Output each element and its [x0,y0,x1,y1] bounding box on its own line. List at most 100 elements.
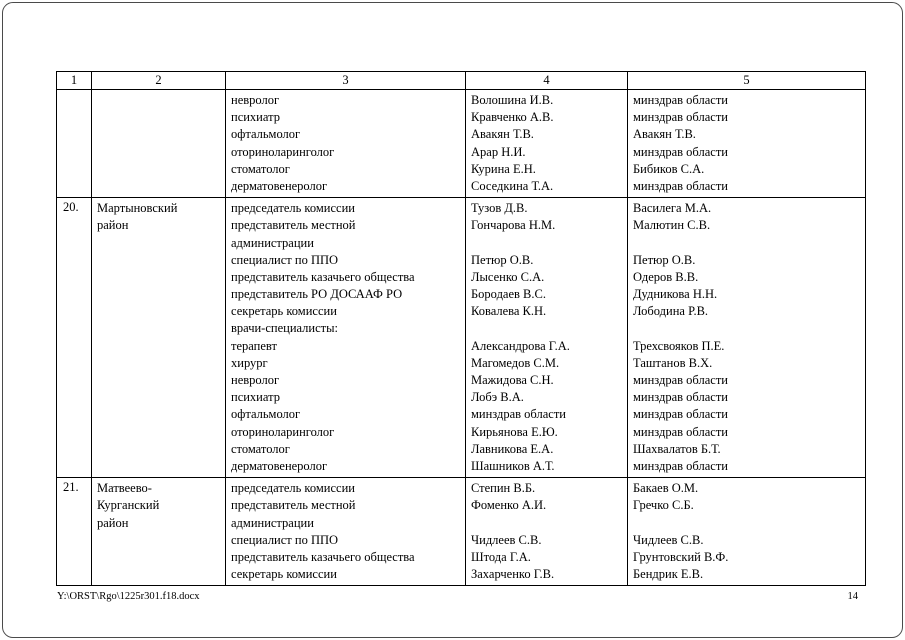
table-row: 20. Мартыновский район председатель комисси… [56,197,866,479]
member-name-line: Лобэ В.А. [471,390,524,405]
position-line: председатель комиссии [231,201,355,216]
member-name-line: Чидлеев С.В. [471,532,542,547]
alternate-name-line: Бендрик Е.В. [633,567,704,582]
cell-alternates: Василега М.А. Малютин С.В. Петюр О.В. Одер… [627,197,866,479]
alternate-name-line: Грунтовский В.Ф. [633,549,729,564]
alternate-name-line: Бибиков С.А. [633,161,705,176]
alternate-name-line: минздрав области [633,93,728,107]
position-line: секретарь комиссии [231,304,337,319]
member-name-line: Захарченко Г.В. [471,567,555,582]
alternate-name-line: минздрав области [633,424,728,439]
district-line: Матвеево- [97,481,152,496]
cell-positions: председатель комиссии представитель местн… [225,197,466,479]
alternate-name-line: минздрав области [633,178,728,193]
position-line: дерматовенеролог [231,178,328,193]
position-line: стоматолог [231,161,290,176]
position-line: психиатр [231,110,280,125]
alternate-name-line: Таштанов В.Х. [633,355,713,370]
member-name-line: Степин В.Б. [471,481,536,496]
member-name-line: Авакян Т.В. [471,127,534,142]
district-line: район [97,218,129,233]
alternate-name-line: Дудникова Н.Н. [633,287,718,302]
member-name-line: Александрова Г.А. [471,338,570,353]
column-header: 4 [465,71,628,90]
alternate-name-line: Лободина Р.В. [633,304,709,319]
position-line: представитель местной [231,498,356,513]
position-line: председатель комиссии [231,481,355,496]
alternate-name-line: Шахвалатов Б.Т. [633,441,721,456]
position-line: представитель РО ДОСААФ РО [231,287,403,302]
alternate-name-line: Бакаев О.М. [633,481,699,496]
cell-row-number [56,88,92,199]
alternate-name-line: Авакян Т.В. [633,127,696,142]
alternate-name-line: Петюр О.В. [633,252,696,267]
member-name-line: Ковалева К.Н. [471,304,547,319]
page-number: 14 [847,591,859,603]
table-row: невролог психиатр офтальмолог оториноларинг… [56,88,866,199]
table-body: невролог психиатр офтальмолог оториноларинг… [56,88,866,587]
member-name-line: Кирьянова Е.Ю. [471,424,558,439]
table-row: 21. Матвеево- Курганский район председатель … [56,477,866,587]
column-header: 5 [627,71,866,90]
position-line: невролог [231,373,280,387]
member-name-line: Штода Г.А. [471,549,531,564]
cell-members: Волошина И.В. Кравченко А.В. Авакян Т.В. Ар… [465,88,628,199]
alternate-name-line: минздрав области [633,110,728,125]
member-name-line: Волошина И.В. [471,93,554,107]
position-line: офтальмолог [231,407,301,422]
member-name-line: Кравченко А.В. [471,110,554,125]
position-line: стоматолог [231,441,290,456]
position-line: невролог [231,93,280,107]
position-line: оториноларинголог [231,424,335,439]
column-header: 1 [56,71,92,90]
position-line: врачи-специалисты: [231,321,338,336]
cell-row-number: 21. [56,477,92,587]
position-line: представитель местной [231,218,356,233]
member-name-line: Тузов Д.В. [471,201,528,216]
cell-members: Степин В.Б. Фоменко А.И. Чидлеев С.В. Штод… [465,477,628,587]
column-header: 2 [91,71,226,90]
position-line: администрации [231,515,314,530]
member-name-line: Петюр О.В. [471,252,534,267]
alternate-name-line: Чидлеев С.В. [633,532,704,547]
alternate-name-line: минздрав области [633,407,728,422]
alternate-name-line: минздрав области [633,373,728,387]
member-name-line [471,320,623,337]
member-name-line: Магомедов С.М. [471,355,560,370]
member-name-line [471,515,623,532]
footer-file-path: Y:\ORST\Rgo\1225r301.f18.docx [57,591,200,603]
member-name-line: Гончарова Н.М. [471,218,556,233]
member-name-line: Лавникова Е.А. [471,441,554,456]
column-header: 3 [225,71,466,90]
member-name-line: Мажидова С.Н. [471,373,554,387]
alternate-name-line: Гречко С.Б. [633,498,694,513]
member-name-line: Курина Е.Н. [471,161,536,176]
alternate-name-line: Малютин С.В. [633,218,711,233]
cell-alternates: Бакаев О.М. Гречко С.Б. Чидлеев С.В. Грунт… [627,477,866,587]
position-line: дерматовенеролог [231,458,328,473]
member-name-line: минздрав области [471,407,566,422]
district-line: Курганский [97,498,160,513]
alternate-name-line: минздрав области [633,458,728,473]
position-line: офтальмолог [231,127,301,142]
member-name-line: Бородаев В.С. [471,287,546,302]
alternate-name-line: минздрав области [633,144,728,159]
alternate-name-line [633,320,861,337]
cell-district [91,88,226,199]
cell-district: Мартыновский район [91,197,226,479]
position-line: специалист по ППО [231,532,339,547]
member-name-line [471,235,623,252]
cell-district: Матвеево- Курганский район [91,477,226,587]
member-name-line: Фоменко А.И. [471,498,547,513]
cell-row-number: 20. [56,197,92,479]
member-name-line: Шашников А.Т. [471,458,555,473]
cell-alternates: минздрав области минздрав области Авакян Т… [627,88,866,199]
cell-positions: невролог психиатр офтальмолог оториноларинг… [225,88,466,199]
position-line: оториноларинголог [231,144,335,159]
alternate-name-line: Одеров В.В. [633,269,699,284]
position-line: представитель казачьего общества [231,269,415,284]
